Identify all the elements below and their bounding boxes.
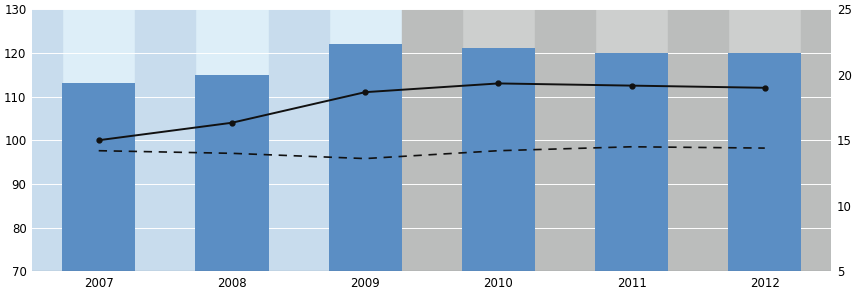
Bar bbox=[329, 44, 401, 294]
Bar bbox=[32, 9, 62, 271]
Bar bbox=[431, 9, 831, 271]
Bar bbox=[728, 53, 801, 294]
Bar bbox=[669, 9, 728, 271]
Bar bbox=[269, 9, 329, 271]
Bar bbox=[135, 9, 195, 271]
Bar bbox=[32, 9, 431, 271]
Bar bbox=[195, 75, 269, 294]
Bar bbox=[62, 83, 135, 294]
Bar bbox=[535, 9, 595, 271]
Bar bbox=[801, 9, 831, 271]
Bar bbox=[461, 49, 535, 294]
Bar bbox=[595, 53, 669, 294]
Bar bbox=[401, 9, 461, 271]
